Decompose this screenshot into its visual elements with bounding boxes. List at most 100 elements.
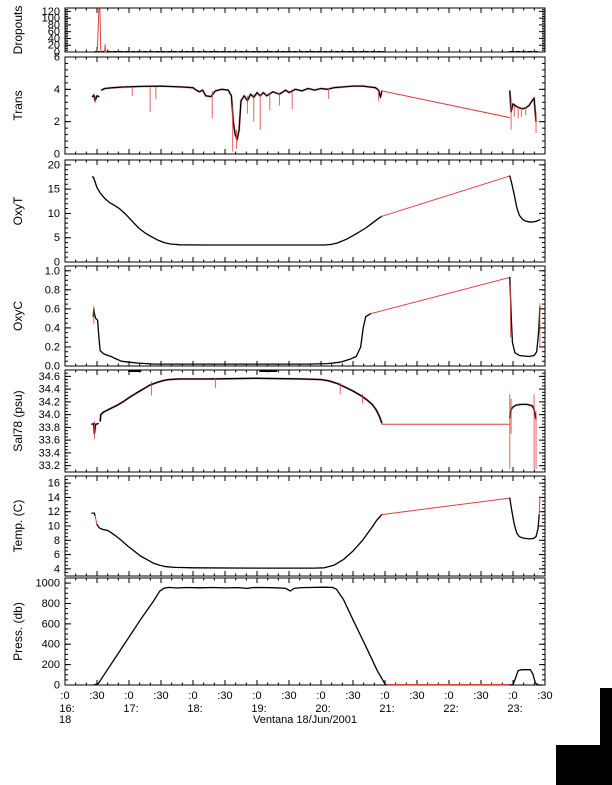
svg-text:15: 15 bbox=[48, 184, 60, 196]
svg-text::0: :0 bbox=[252, 690, 261, 702]
svg-text:34.2: 34.2 bbox=[39, 396, 60, 408]
svg-text:1.0: 1.0 bbox=[45, 265, 60, 277]
svg-text:34.0: 34.0 bbox=[39, 409, 60, 421]
svg-text:80: 80 bbox=[48, 19, 60, 31]
svg-text::30: :30 bbox=[345, 690, 360, 702]
svg-text:33.6: 33.6 bbox=[39, 435, 60, 447]
svg-text:10: 10 bbox=[48, 521, 60, 533]
series-spike-big bbox=[96, 8, 102, 53]
series-end-seg bbox=[509, 497, 540, 540]
svg-text:8: 8 bbox=[54, 535, 60, 547]
series-end-seg bbox=[509, 175, 541, 223]
series-flag-connector bbox=[381, 175, 511, 217]
svg-text::0: :0 bbox=[316, 690, 325, 702]
panel-temp: 4 6 8 10 12 14 16 Temp. (C) bbox=[11, 475, 546, 577]
svg-text:0: 0 bbox=[54, 257, 60, 269]
series-flag-connector bbox=[381, 90, 511, 119]
svg-text:16: 16 bbox=[48, 478, 60, 490]
series-main bbox=[99, 377, 383, 424]
svg-text:0: 0 bbox=[54, 680, 60, 692]
series-main bbox=[91, 176, 383, 246]
svg-text:800: 800 bbox=[42, 598, 60, 610]
x-axis-labels: :0:30:0:30:0:30:0:30:0:30:0:30:0:30:0:30… bbox=[59, 690, 552, 715]
svg-text:0.6: 0.6 bbox=[45, 303, 60, 315]
panel-trans: 0 2 4 6 Trans bbox=[11, 52, 546, 161]
series-flag-connector bbox=[370, 276, 511, 315]
svg-text:Trans: Trans bbox=[11, 90, 25, 120]
series-end-flag bbox=[538, 496, 541, 516]
svg-text:Press. (db): Press. (db) bbox=[11, 602, 25, 661]
svg-text::0: :0 bbox=[508, 690, 517, 702]
svg-text:23:: 23: bbox=[507, 703, 522, 715]
svg-text::30: :30 bbox=[153, 690, 168, 702]
svg-text::30: :30 bbox=[281, 690, 296, 702]
svg-text:22:: 22: bbox=[443, 703, 458, 715]
svg-text:33.2: 33.2 bbox=[39, 460, 60, 472]
svg-text::30: :30 bbox=[217, 690, 232, 702]
svg-text:400: 400 bbox=[42, 639, 60, 651]
svg-text:0.2: 0.2 bbox=[45, 341, 60, 353]
svg-text:20:: 20: bbox=[315, 703, 330, 715]
svg-text:21:: 21: bbox=[379, 703, 394, 715]
panel-sal78: 33.233.433.633.834.034.234.434.6 Sal78 (p… bbox=[11, 369, 546, 473]
svg-text:4: 4 bbox=[54, 84, 60, 96]
svg-text:34.4: 34.4 bbox=[39, 384, 60, 396]
svg-text::0: :0 bbox=[60, 690, 69, 702]
svg-text:1000: 1000 bbox=[36, 578, 60, 590]
series-main bbox=[93, 586, 388, 686]
svg-text:33.8: 33.8 bbox=[39, 422, 60, 434]
svg-text::30: :30 bbox=[537, 690, 552, 702]
svg-text:Dropouts: Dropouts bbox=[11, 6, 25, 55]
svg-text:4: 4 bbox=[54, 563, 60, 575]
series-flag-connector bbox=[381, 497, 511, 516]
svg-text:0.8: 0.8 bbox=[45, 284, 60, 296]
svg-text:40: 40 bbox=[48, 33, 60, 45]
series-main bbox=[96, 513, 383, 569]
series-spike-small bbox=[104, 44, 107, 53]
svg-text:Temp. (C): Temp. (C) bbox=[11, 500, 25, 553]
svg-text:12: 12 bbox=[48, 506, 60, 518]
svg-text:600: 600 bbox=[42, 618, 60, 630]
svg-text:14: 14 bbox=[48, 492, 60, 504]
svg-text::30: :30 bbox=[409, 690, 424, 702]
x-axis-day-label: 18 bbox=[59, 714, 72, 726]
svg-text:17:: 17: bbox=[123, 703, 138, 715]
svg-text:2: 2 bbox=[54, 116, 60, 128]
svg-text:20: 20 bbox=[48, 40, 60, 52]
svg-text:19:: 19: bbox=[251, 703, 266, 715]
panel-oxyc: 0.0 0.2 0.4 0.6 0.8 1.0 OxyC bbox=[11, 265, 546, 373]
svg-text:16:: 16: bbox=[59, 703, 74, 715]
svg-text:60: 60 bbox=[48, 26, 60, 38]
svg-text:OxyT: OxyT bbox=[11, 196, 25, 225]
svg-text:6: 6 bbox=[54, 549, 60, 561]
svg-text:18:: 18: bbox=[187, 703, 202, 715]
svg-text::0: :0 bbox=[380, 690, 389, 702]
panel-oxyt: 0 5 10 15 20 OxyT bbox=[11, 159, 546, 269]
svg-text::0: :0 bbox=[188, 690, 197, 702]
series-start-seg bbox=[91, 512, 96, 517]
svg-text:5: 5 bbox=[54, 232, 60, 244]
svg-text:0: 0 bbox=[54, 149, 60, 161]
svg-text:200: 200 bbox=[42, 659, 60, 671]
series-end-bump bbox=[509, 669, 543, 686]
svg-text:0.0: 0.0 bbox=[45, 361, 60, 373]
svg-text:6: 6 bbox=[54, 52, 60, 64]
panel-press: 0 200 400 600 800 1000 Press. (db) bbox=[11, 577, 546, 692]
svg-text:0: 0 bbox=[54, 47, 60, 59]
svg-text:34.6: 34.6 bbox=[39, 371, 60, 383]
series-end-seg bbox=[509, 276, 541, 358]
svg-text:Sal78 (psu): Sal78 (psu) bbox=[11, 390, 25, 451]
screen-artifact-corner bbox=[556, 745, 612, 785]
series-start-flag bbox=[94, 515, 98, 526]
svg-text::30: :30 bbox=[473, 690, 488, 702]
series-end-seg bbox=[509, 403, 537, 420]
svg-text:120: 120 bbox=[42, 6, 60, 18]
series-main bbox=[100, 85, 383, 141]
svg-text:33.4: 33.4 bbox=[39, 447, 60, 459]
svg-text::0: :0 bbox=[444, 690, 453, 702]
svg-text::30: :30 bbox=[89, 690, 104, 702]
svg-text:0.4: 0.4 bbox=[45, 322, 60, 334]
